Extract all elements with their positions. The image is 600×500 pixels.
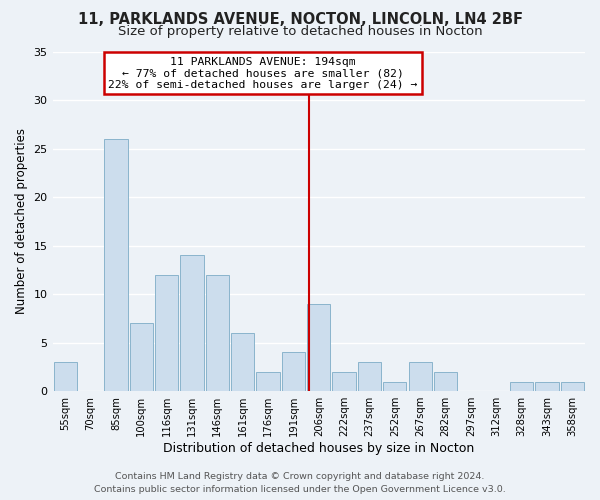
Bar [206, 274, 229, 391]
Bar [53, 362, 77, 391]
Text: Contains HM Land Registry data © Crown copyright and database right 2024.
Contai: Contains HM Land Registry data © Crown c… [94, 472, 506, 494]
Bar [434, 372, 457, 391]
Bar [181, 256, 203, 391]
X-axis label: Distribution of detached houses by size in Nocton: Distribution of detached houses by size … [163, 442, 475, 455]
Bar [155, 274, 178, 391]
Bar [409, 362, 432, 391]
Bar [560, 382, 584, 391]
Text: 11, PARKLANDS AVENUE, NOCTON, LINCOLN, LN4 2BF: 11, PARKLANDS AVENUE, NOCTON, LINCOLN, L… [77, 12, 523, 28]
Text: 11 PARKLANDS AVENUE: 194sqm
← 77% of detached houses are smaller (82)
22% of sem: 11 PARKLANDS AVENUE: 194sqm ← 77% of det… [108, 56, 418, 90]
Text: Size of property relative to detached houses in Nocton: Size of property relative to detached ho… [118, 25, 482, 38]
Bar [535, 382, 559, 391]
Bar [307, 304, 331, 391]
Bar [256, 372, 280, 391]
Bar [130, 324, 153, 391]
Bar [231, 333, 254, 391]
Y-axis label: Number of detached properties: Number of detached properties [15, 128, 28, 314]
Bar [104, 139, 128, 391]
Bar [282, 352, 305, 391]
Bar [332, 372, 356, 391]
Bar [358, 362, 381, 391]
Bar [383, 382, 406, 391]
Bar [510, 382, 533, 391]
